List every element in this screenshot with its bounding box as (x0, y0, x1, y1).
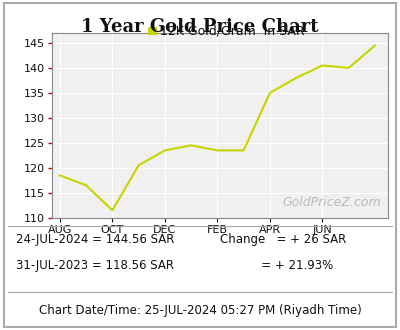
Text: 1 Year Gold Price Chart: 1 Year Gold Price Chart (81, 18, 319, 36)
Text: Chart Date/Time: 25-JUL-2024 05:27 PM (Riyadh Time): Chart Date/Time: 25-JUL-2024 05:27 PM (R… (39, 304, 361, 317)
Text: 24-JUL-2024 = 144.56 SAR: 24-JUL-2024 = 144.56 SAR (16, 233, 174, 246)
Text: 12K Gold/Gram  in SAR: 12K Gold/Gram in SAR (160, 24, 305, 38)
Text: 31-JUL-2023 = 118.56 SAR: 31-JUL-2023 = 118.56 SAR (16, 259, 174, 272)
Text: Change   = + 26 SAR: Change = + 26 SAR (220, 233, 346, 246)
Text: GoldPriceZ.com: GoldPriceZ.com (283, 196, 381, 209)
Text: = + 21.93%: = + 21.93% (220, 259, 333, 272)
